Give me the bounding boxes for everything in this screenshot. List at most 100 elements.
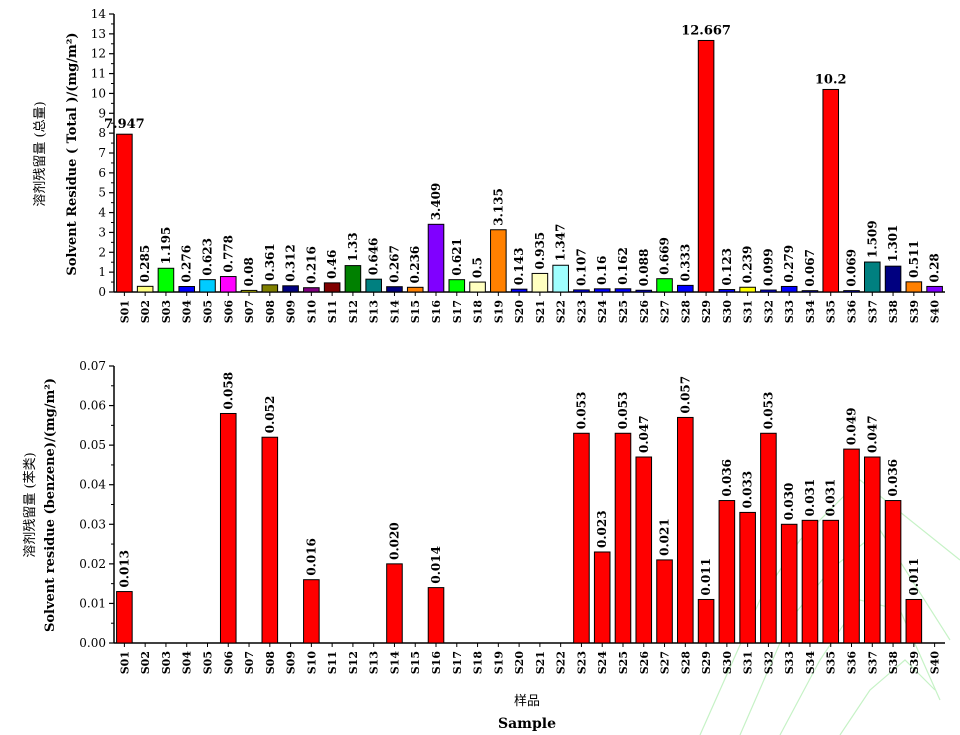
- data-label-s18: 0.5: [471, 257, 485, 278]
- x-tick-label: S02: [139, 300, 152, 323]
- bar-s25: [614, 432, 632, 644]
- bar-s32: [760, 289, 777, 293]
- data-label-s10: 0.016: [304, 538, 318, 576]
- bar-s40: [926, 285, 943, 293]
- bar-s38: [884, 265, 902, 293]
- benzene-residue-bars: [116, 412, 923, 644]
- data-label-s19: 3.135: [491, 188, 505, 226]
- bar-s01: [116, 133, 133, 293]
- data-label-s29: 0.011: [699, 558, 713, 596]
- bar-s34: [801, 290, 819, 293]
- x-tick-label: S12: [347, 651, 360, 674]
- bar-s30: [718, 289, 736, 293]
- bar-s28: [677, 284, 694, 293]
- x-tick-label: S35: [825, 651, 838, 674]
- data-label-s37: 0.047: [865, 415, 879, 453]
- bar-s15: [406, 286, 424, 293]
- y-tick-label: 0.07: [79, 359, 106, 373]
- data-label-s05: 0.623: [200, 238, 214, 276]
- data-label-s34: 0.067: [803, 249, 817, 287]
- bar-s28: [677, 416, 694, 644]
- x-tick-label: S23: [575, 300, 588, 323]
- bar-s27: [656, 559, 673, 644]
- data-label-s16: 0.014: [429, 546, 443, 584]
- bar-s26: [635, 456, 653, 644]
- bar-s31: [739, 511, 756, 644]
- bar-s14: [386, 286, 403, 293]
- data-label-s20: 0.143: [512, 248, 526, 286]
- bar-s34: [801, 519, 819, 644]
- x-tick-label: S08: [264, 651, 277, 675]
- data-label-s16: 3.409: [429, 183, 443, 221]
- x-tick-label: S03: [160, 651, 173, 674]
- data-label-s31: 0.239: [741, 246, 755, 284]
- x-tick-label: S15: [409, 651, 422, 674]
- y-tick-label: 13: [91, 27, 106, 41]
- data-label-s31: 0.033: [741, 471, 755, 509]
- y-tick-label: 0.03: [79, 517, 106, 531]
- x-tick-label: S37: [866, 651, 879, 674]
- x-tick-label: S34: [804, 651, 817, 675]
- x-tick-label: S14: [388, 651, 401, 675]
- x-tick-label: S05: [201, 300, 214, 323]
- y-tick-label: 0.04: [79, 478, 106, 492]
- x-tick-label: S26: [638, 300, 651, 324]
- data-label-s13: 0.646: [367, 238, 381, 276]
- y-tick-label: 0.06: [79, 399, 106, 413]
- data-label-s40: 0.28: [928, 253, 942, 282]
- bar-s06: [219, 412, 237, 644]
- total-residue-y-label-cn: 溶剂残留量 (总量): [33, 101, 48, 206]
- data-label-s09: 0.312: [284, 244, 298, 282]
- benzene-residue-x-tick-labels: S01 S02 S03 S04 S05 S06 S07 S08 S09 S10 S11 S12 S13 S…: [118, 651, 941, 675]
- x-tick-label: S17: [451, 651, 464, 674]
- x-tick-label: S11: [326, 651, 339, 674]
- x-tick-label: S10: [305, 651, 318, 675]
- x-tick-label: S23: [575, 651, 588, 674]
- data-label-s33: 0.279: [782, 245, 796, 283]
- bar-s29: [697, 39, 715, 293]
- bar-s21: [531, 272, 549, 293]
- data-label-s14: 0.267: [387, 245, 401, 283]
- x-tick-label: S15: [409, 300, 422, 323]
- total-residue-x-tick-labels: S01 S02 S03 S04 S05 S06 S07 S08 S09 S10 S11 S12 S13 S…: [118, 300, 941, 324]
- y-tick-label: 14: [91, 7, 107, 21]
- x-tick-label: S21: [534, 300, 547, 323]
- data-label-s34: 0.031: [803, 479, 817, 517]
- x-tick-label: S05: [201, 651, 214, 674]
- x-tick-label: S39: [908, 651, 921, 674]
- x-tick-label: S21: [534, 651, 547, 674]
- bar-s10: [303, 287, 320, 293]
- x-tick-label: S19: [492, 651, 505, 674]
- x-tick-label: S28: [679, 651, 692, 675]
- x-tick-label: S13: [368, 651, 381, 674]
- data-label-s06: 0.778: [221, 235, 235, 273]
- data-label-s24: 0.16: [595, 256, 609, 285]
- bar-s12: [344, 265, 362, 293]
- x-tick-label: S36: [846, 651, 859, 675]
- bar-s22: [552, 264, 569, 293]
- x-tick-label: S26: [638, 651, 651, 675]
- y-tick-label: 0.02: [79, 557, 106, 571]
- data-label-s17: 0.621: [450, 238, 464, 276]
- x-tick-label: S19: [492, 300, 505, 323]
- bar-s16: [427, 587, 445, 644]
- y-tick-label: 10: [91, 86, 106, 100]
- data-label-s32: 0.053: [761, 392, 775, 430]
- x-tick-label: S24: [596, 651, 609, 675]
- x-tick-label: S37: [866, 300, 879, 323]
- bar-s23: [573, 289, 590, 293]
- benzene-residue-x-label-cn: 样品: [514, 694, 540, 709]
- x-tick-label: S22: [555, 651, 568, 674]
- data-label-s25: 0.053: [616, 392, 630, 430]
- x-tick-label: S38: [887, 651, 900, 675]
- y-tick-label: 2: [98, 245, 106, 259]
- x-tick-label: S12: [347, 300, 360, 323]
- bar-s23: [573, 432, 590, 644]
- x-tick-label: S40: [929, 300, 942, 324]
- bar-s35: [822, 519, 840, 644]
- data-label-s11: 0.46: [325, 250, 339, 279]
- bar-s39: [905, 598, 923, 644]
- data-label-s12: 1.33: [346, 232, 360, 261]
- x-tick-label: S20: [513, 300, 526, 324]
